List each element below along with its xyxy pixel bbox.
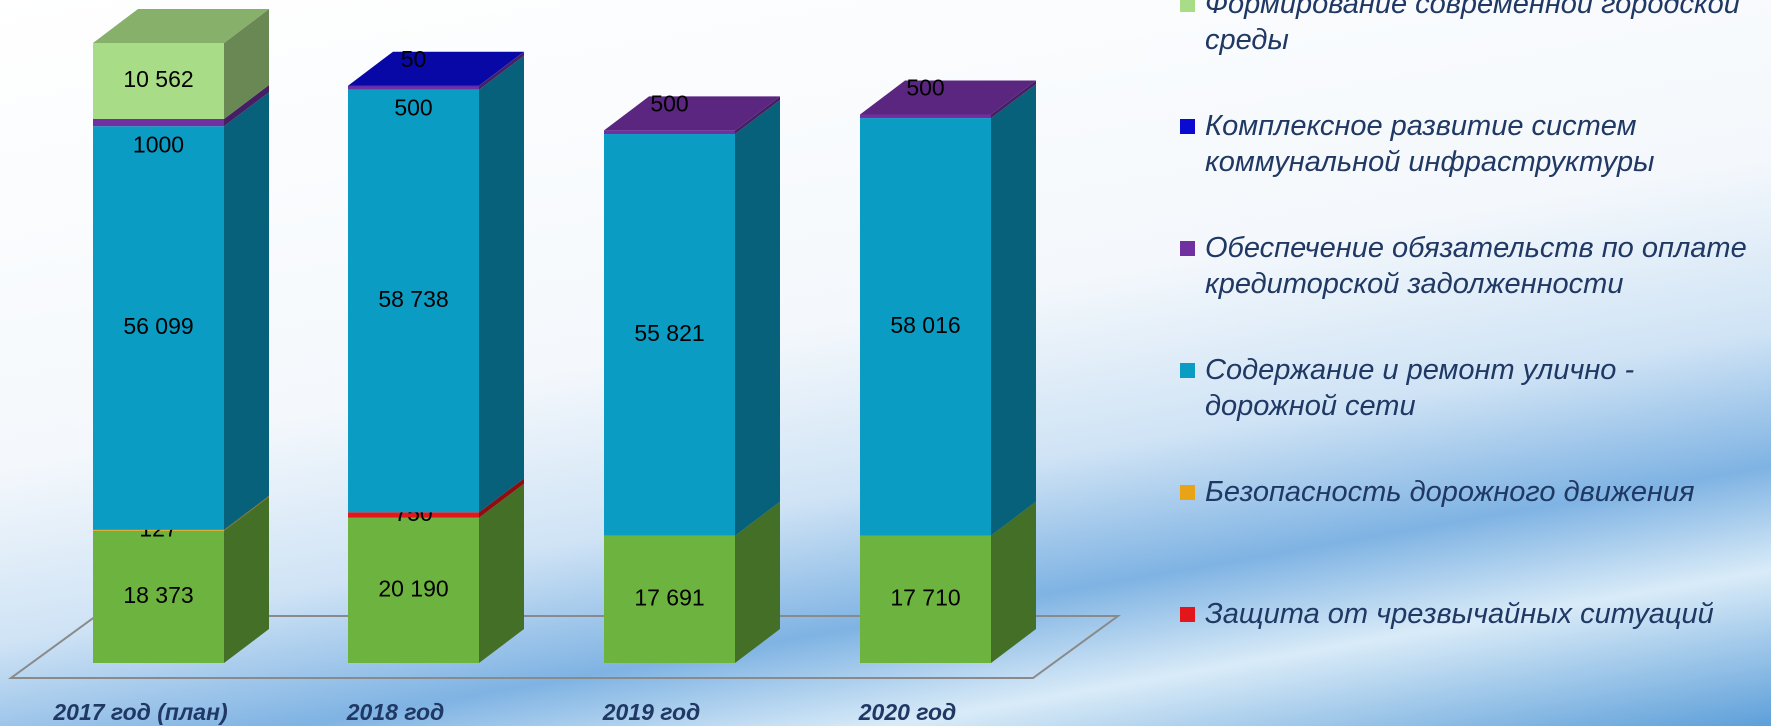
bar-segment xyxy=(348,56,524,513)
bar-side xyxy=(224,92,269,530)
data-label: 55 821 xyxy=(634,320,704,346)
data-label: 1000 xyxy=(133,131,184,157)
legend-marker xyxy=(1180,607,1195,622)
bar-segment xyxy=(93,92,269,530)
legend: Формирование современной городской среды… xyxy=(1180,0,1770,718)
bar-front xyxy=(860,114,991,118)
legend-item: Формирование современной городской среды xyxy=(1180,0,1770,108)
legend-marker xyxy=(1180,241,1195,256)
x-tick-label: 2018 год xyxy=(346,699,445,725)
bar-segment xyxy=(604,100,780,536)
data-label: 500 xyxy=(906,75,944,101)
data-label: 500 xyxy=(394,95,432,121)
legend-item: Содержание и ремонт улично - дорожной се… xyxy=(1180,352,1770,474)
legend-label: Содержание и ремонт улично - дорожной се… xyxy=(1205,352,1765,424)
legend-item: Защита от чрезвычайных ситуаций xyxy=(1180,596,1770,718)
legend-item: Обеспечение обязательств по оплате креди… xyxy=(1180,230,1770,352)
legend-label: Обеспечение обязательств по оплате креди… xyxy=(1205,230,1765,302)
bar-front xyxy=(604,130,735,134)
data-label: 10 562 xyxy=(123,66,193,92)
data-label: 17 710 xyxy=(890,584,960,610)
data-label: 58 738 xyxy=(378,286,448,312)
bar-segment xyxy=(860,84,1036,535)
legend-marker xyxy=(1180,485,1195,500)
data-label: 17 691 xyxy=(634,584,704,610)
page: 2017 год (план)18 37312756 099100010 562… xyxy=(0,0,1771,726)
legend-label: Защита от чрезвычайных ситуаций xyxy=(1205,596,1765,632)
bar-front xyxy=(348,86,479,90)
data-label: 500 xyxy=(650,91,688,117)
bar-side xyxy=(479,56,524,513)
data-label: 20 190 xyxy=(378,575,448,601)
bar-side xyxy=(735,100,780,536)
x-tick-label: 2019 год xyxy=(602,699,701,725)
bar-segment xyxy=(93,9,269,119)
data-label: 58 016 xyxy=(890,312,960,338)
legend-marker xyxy=(1180,0,1195,12)
legend-marker xyxy=(1180,363,1195,378)
data-label: 50 xyxy=(401,46,427,72)
bar-front xyxy=(93,119,224,126)
data-label: 18 373 xyxy=(123,582,193,608)
bar-side xyxy=(991,84,1036,535)
legend-label: Безопасность дорожного движения xyxy=(1205,474,1765,510)
data-label: 56 099 xyxy=(123,313,193,339)
legend-label: Комплексное развитие систем коммунальной… xyxy=(1205,108,1765,180)
bar-front xyxy=(348,86,479,87)
x-tick-label: 2020 год xyxy=(858,699,957,725)
x-tick-label: 2017 год (план) xyxy=(52,699,227,725)
legend-label: Формирование современной городской среды xyxy=(1205,0,1765,58)
legend-item: Безопасность дорожного движения xyxy=(1180,474,1770,596)
legend-marker xyxy=(1180,119,1195,134)
legend-item: Комплексное развитие систем коммунальной… xyxy=(1180,108,1770,230)
